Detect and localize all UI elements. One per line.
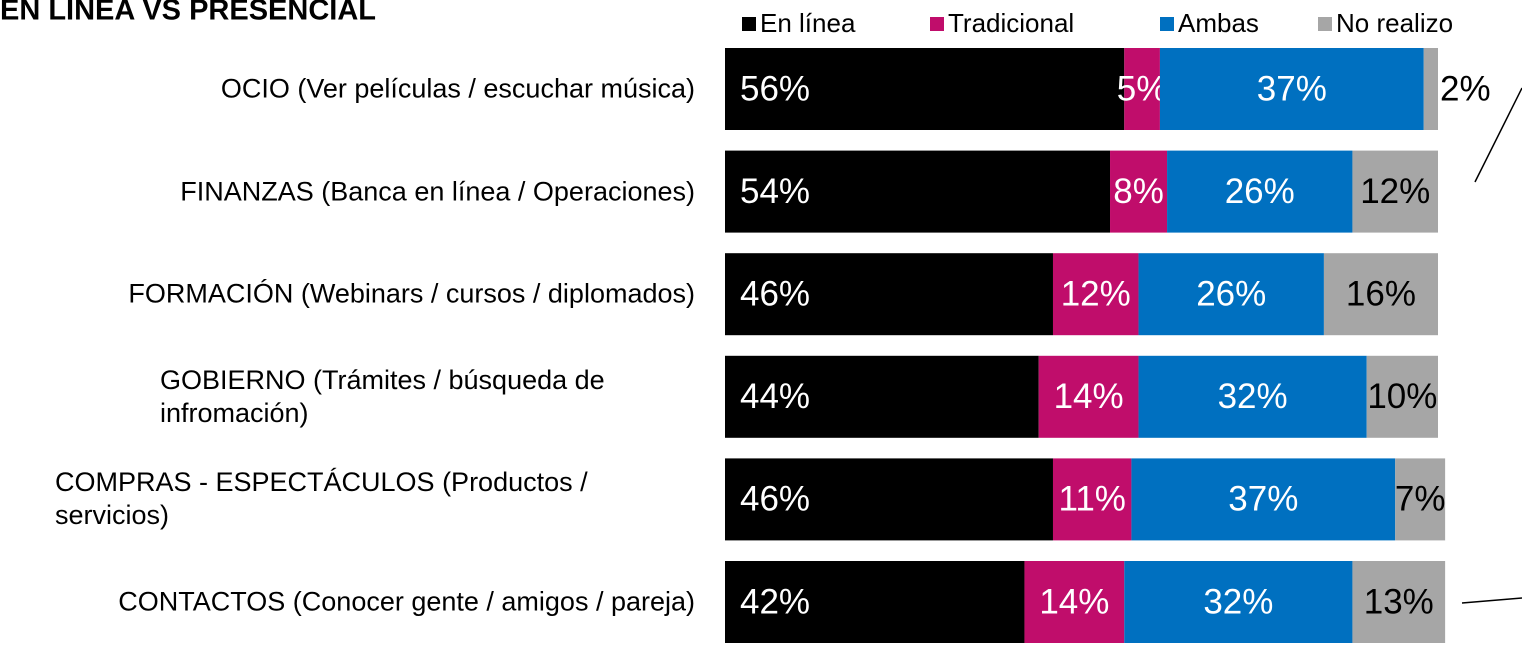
value-label: 13% bbox=[1364, 582, 1434, 621]
legend-label: Tradicional bbox=[948, 8, 1074, 38]
value-label: 32% bbox=[1218, 377, 1288, 416]
bar-segment bbox=[725, 150, 1111, 233]
bar-segment bbox=[1138, 355, 1367, 438]
value-label: 8% bbox=[1113, 172, 1164, 211]
category-text: FINANZAS (Banca en línea / Operaciones) bbox=[180, 176, 695, 207]
category-text: OCIO (Ver películas / escuchar música) bbox=[220, 73, 695, 104]
value-label: 5% bbox=[1117, 69, 1168, 108]
value-label: 44% bbox=[740, 377, 810, 416]
value-label: 12% bbox=[1061, 274, 1131, 313]
bar-segment bbox=[1124, 48, 1160, 130]
legend-swatch bbox=[1318, 17, 1332, 31]
value-label: 12% bbox=[1360, 172, 1430, 211]
bar-segment bbox=[1323, 253, 1438, 336]
bar-segment bbox=[725, 561, 1025, 643]
bar-segment bbox=[1423, 48, 1438, 130]
category-label: CONTACTOS (Conocer gente / amigos / pare… bbox=[118, 586, 695, 619]
value-label: 26% bbox=[1225, 172, 1295, 211]
category-text: CONTACTOS (Conocer gente / amigos / pare… bbox=[118, 586, 695, 617]
value-label: 2% bbox=[1440, 69, 1491, 108]
value-label: 7% bbox=[1395, 480, 1446, 519]
bar-segment bbox=[1352, 561, 1446, 643]
category-label: FORMACIÓN (Webinars / cursos / diplomado… bbox=[128, 278, 695, 311]
value-label: 11% bbox=[1058, 480, 1125, 519]
value-label: 42% bbox=[740, 582, 810, 621]
category-text: FORMACIÓN (Webinars / cursos / diplomado… bbox=[128, 278, 695, 309]
bar-segment bbox=[1052, 253, 1139, 336]
bar-segment bbox=[1024, 561, 1125, 643]
category-label: OCIO (Ver películas / escuchar música) bbox=[221, 73, 695, 106]
value-label: 26% bbox=[1196, 274, 1266, 313]
category-label: GOBIERNO (Trámites / búsqueda de infroma… bbox=[160, 364, 695, 430]
value-label: 14% bbox=[1039, 582, 1109, 621]
category-text: GOBIERNO (Trámites / búsqueda de infroma… bbox=[160, 364, 605, 428]
bar-segment bbox=[725, 253, 1053, 336]
legend-label: Ambas bbox=[1178, 8, 1259, 38]
bar-segment bbox=[1110, 150, 1168, 233]
callout-line bbox=[1474, 87, 1522, 183]
legend-swatch bbox=[742, 17, 756, 31]
value-label: 16% bbox=[1346, 274, 1416, 313]
value-label: 54% bbox=[740, 172, 810, 211]
legend-label: En línea bbox=[760, 8, 856, 38]
value-label: 37% bbox=[1257, 69, 1327, 108]
category-label: COMPRAS - ESPECTÁCULOS (Productos / serv… bbox=[55, 466, 695, 532]
value-label: 46% bbox=[740, 274, 810, 313]
value-label: 56% bbox=[740, 69, 810, 108]
bar-segment bbox=[725, 355, 1039, 438]
bar-segment bbox=[1366, 355, 1438, 438]
legend-swatch bbox=[930, 17, 944, 31]
legend-label: No realizo bbox=[1336, 8, 1453, 38]
bar-segment bbox=[725, 48, 1125, 130]
callout-line bbox=[1461, 597, 1522, 604]
value-label: 46% bbox=[740, 480, 810, 519]
bar-segment bbox=[1038, 355, 1139, 438]
category-label: FINANZAS (Banca en línea / Operaciones) bbox=[180, 175, 695, 208]
value-label: 10% bbox=[1367, 377, 1437, 416]
chart-title: EN LÍNEA VS PRESENCIAL bbox=[0, 0, 376, 27]
bar-segment bbox=[1124, 561, 1353, 643]
value-label: 14% bbox=[1054, 377, 1124, 416]
category-text: COMPRAS - ESPECTÁCULOS (Productos / serv… bbox=[55, 467, 588, 531]
legend-swatch bbox=[1160, 17, 1174, 31]
bar-segment bbox=[725, 458, 1053, 541]
bar-segment bbox=[1131, 458, 1396, 541]
bar-segment bbox=[1052, 458, 1132, 541]
value-label: 32% bbox=[1203, 582, 1273, 621]
value-label: 37% bbox=[1228, 480, 1298, 519]
bar-segment bbox=[1167, 150, 1353, 233]
bar-segment bbox=[1159, 48, 1424, 130]
bar-segment bbox=[1138, 253, 1324, 336]
bar-segment bbox=[1352, 150, 1438, 233]
bar-segment bbox=[1395, 458, 1446, 541]
